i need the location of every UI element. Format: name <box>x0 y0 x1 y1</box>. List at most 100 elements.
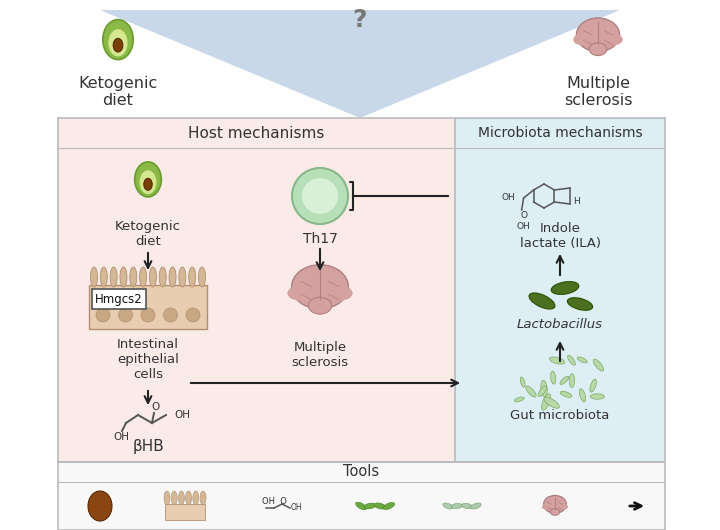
Ellipse shape <box>544 398 559 408</box>
Ellipse shape <box>551 371 556 384</box>
Ellipse shape <box>542 504 552 510</box>
Ellipse shape <box>606 34 623 45</box>
Ellipse shape <box>199 267 205 287</box>
Ellipse shape <box>120 267 127 287</box>
Ellipse shape <box>308 297 331 314</box>
Text: Microbiota mechanisms: Microbiota mechanisms <box>477 126 642 140</box>
Text: βHB: βHB <box>132 439 164 454</box>
Ellipse shape <box>330 286 353 301</box>
Ellipse shape <box>567 298 593 310</box>
Ellipse shape <box>593 359 603 371</box>
Ellipse shape <box>384 502 395 509</box>
Ellipse shape <box>140 170 156 194</box>
Ellipse shape <box>560 391 572 398</box>
Text: Ketogenic
diet: Ketogenic diet <box>115 220 181 248</box>
Ellipse shape <box>570 374 575 387</box>
Text: Hmgcs2: Hmgcs2 <box>95 293 143 305</box>
Ellipse shape <box>150 267 156 287</box>
Ellipse shape <box>443 503 453 509</box>
Text: OH: OH <box>174 410 190 420</box>
Text: Indole
lactate (ILA): Indole lactate (ILA) <box>520 222 600 250</box>
Ellipse shape <box>135 162 161 197</box>
Ellipse shape <box>374 503 386 509</box>
Ellipse shape <box>567 355 575 365</box>
Ellipse shape <box>144 179 152 190</box>
Text: Lactobacillus: Lactobacillus <box>517 318 603 331</box>
Ellipse shape <box>171 491 177 505</box>
Ellipse shape <box>193 491 199 505</box>
Text: OH: OH <box>502 193 516 202</box>
Ellipse shape <box>577 18 620 51</box>
Ellipse shape <box>186 491 192 505</box>
Ellipse shape <box>471 503 481 509</box>
Circle shape <box>119 308 132 322</box>
Ellipse shape <box>356 502 366 510</box>
FancyBboxPatch shape <box>58 118 455 462</box>
Text: Gut microbiota: Gut microbiota <box>510 409 610 422</box>
Ellipse shape <box>200 491 206 505</box>
Text: Tools: Tools <box>343 464 379 480</box>
Ellipse shape <box>590 379 596 392</box>
Ellipse shape <box>91 267 97 287</box>
Text: Multiple
sclerosis: Multiple sclerosis <box>292 341 348 369</box>
Text: OH: OH <box>517 222 531 231</box>
Ellipse shape <box>580 388 585 402</box>
Text: Host mechanisms: Host mechanisms <box>189 126 325 140</box>
Text: O: O <box>152 402 160 412</box>
Text: O: O <box>520 210 527 219</box>
Ellipse shape <box>103 20 133 59</box>
Ellipse shape <box>526 386 536 397</box>
Circle shape <box>186 308 200 322</box>
Ellipse shape <box>159 267 166 287</box>
Polygon shape <box>100 10 620 118</box>
Ellipse shape <box>179 267 186 287</box>
Circle shape <box>96 308 110 322</box>
Ellipse shape <box>140 267 147 287</box>
FancyBboxPatch shape <box>89 285 207 329</box>
FancyBboxPatch shape <box>165 504 205 520</box>
Circle shape <box>302 178 338 214</box>
Text: OH: OH <box>113 432 129 442</box>
Circle shape <box>292 168 348 224</box>
Ellipse shape <box>100 267 107 287</box>
Ellipse shape <box>451 504 462 509</box>
Ellipse shape <box>573 34 591 45</box>
Ellipse shape <box>287 286 310 301</box>
Text: Ketogenic
diet: Ketogenic diet <box>78 76 158 109</box>
Ellipse shape <box>521 377 525 387</box>
FancyBboxPatch shape <box>92 289 146 309</box>
Ellipse shape <box>164 491 170 505</box>
Ellipse shape <box>550 508 559 515</box>
Ellipse shape <box>529 293 555 309</box>
Ellipse shape <box>541 381 547 397</box>
Ellipse shape <box>589 43 607 56</box>
Ellipse shape <box>514 397 524 402</box>
Ellipse shape <box>169 267 176 287</box>
Ellipse shape <box>130 267 137 287</box>
Ellipse shape <box>559 504 568 510</box>
Circle shape <box>163 308 178 322</box>
Text: OH: OH <box>291 504 302 513</box>
Ellipse shape <box>552 281 579 294</box>
Ellipse shape <box>292 265 348 309</box>
Text: Multiple
sclerosis: Multiple sclerosis <box>564 76 632 109</box>
Ellipse shape <box>590 394 604 399</box>
Ellipse shape <box>462 504 472 509</box>
Text: H: H <box>573 197 580 206</box>
Text: ?: ? <box>353 8 367 32</box>
Ellipse shape <box>113 38 123 52</box>
Ellipse shape <box>179 491 184 505</box>
Circle shape <box>141 308 155 322</box>
Ellipse shape <box>538 386 546 396</box>
FancyBboxPatch shape <box>455 118 665 462</box>
Text: OH  O: OH O <box>261 497 287 506</box>
Text: Intestinal
epithelial
cells: Intestinal epithelial cells <box>117 338 179 381</box>
Ellipse shape <box>549 357 564 364</box>
Ellipse shape <box>541 394 551 410</box>
FancyBboxPatch shape <box>58 462 665 530</box>
Ellipse shape <box>577 357 588 363</box>
Ellipse shape <box>364 503 376 509</box>
Ellipse shape <box>189 267 196 287</box>
Ellipse shape <box>88 491 112 521</box>
Ellipse shape <box>110 267 117 287</box>
